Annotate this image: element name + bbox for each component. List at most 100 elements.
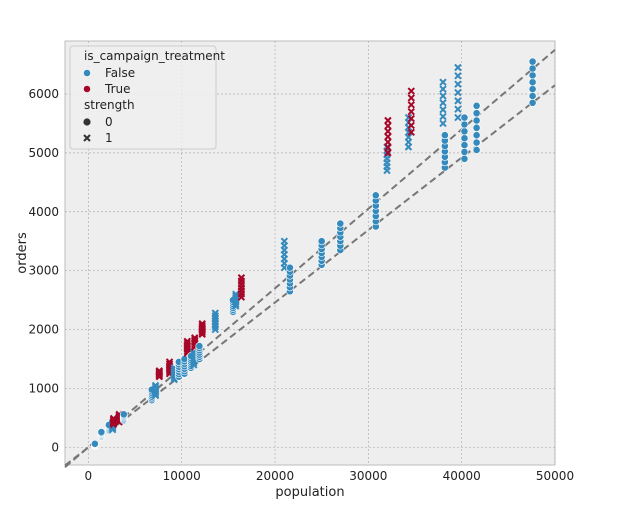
legend: is_campaign_treatment False True strengt… [69,45,225,150]
data-point-x [384,116,392,125]
data-point-x [454,80,462,88]
data-point-x [198,321,206,330]
data-point-x [407,121,415,130]
data-point-x [191,334,199,342]
data-point-x [407,101,415,109]
data-point-circle [97,428,106,436]
data-point-x [183,337,191,346]
data-point-circle [528,64,537,73]
data-point-circle [528,92,537,100]
x-tick-label: 50000 [536,469,574,483]
data-point-circle [528,71,537,80]
data-point-x [407,128,415,136]
legend-true-label: True [104,82,131,96]
reference-line [64,84,556,467]
y-axis-ticks: 0 1000 2000 3000 4000 5000 6000 [28,87,59,454]
data-point-x [439,78,447,86]
data-point-circle [371,191,380,200]
data-point-x [454,97,462,105]
data-point-x [198,319,206,328]
data-point-circle [528,98,537,107]
data-point-x [439,119,447,128]
data-point-circle [90,439,99,448]
data-point-x [155,367,163,375]
data-point-circle [336,219,345,228]
x-tick-label: 0 [85,469,93,483]
data-point-circle [180,355,189,363]
data-point-circle [460,134,469,143]
y-tick-label: 4000 [28,205,59,219]
data-point-circle [472,131,481,140]
x-tick-label: 40000 [443,469,481,483]
data-point-circle [460,141,469,149]
data-point-x [165,358,174,366]
data-point-x [407,94,415,102]
data-point-circle [119,410,128,419]
data-point-circle [472,146,481,154]
reference-lines [64,49,556,468]
data-point-x [454,105,462,113]
data-point-circle [460,127,469,136]
data-point-circle [460,154,469,163]
data-point-x [439,85,447,93]
data-point-x [191,335,199,344]
y-tick-label: 0 [51,440,59,454]
legend-hue-title: is_campaign_treatment [84,49,225,63]
data-point-x [232,292,240,300]
data-point-x [151,383,160,391]
data-point-circle [472,109,481,118]
legend-false-label: False [105,66,135,80]
data-point-circle [460,120,469,129]
y-tick-label: 1000 [28,381,59,395]
data-point-circle [460,113,469,122]
y-tick-label: 2000 [28,323,59,337]
data-point-circle [528,78,537,87]
data-point-circle [472,116,481,125]
x-axis-label: population [275,485,344,500]
data-point-circle [472,138,481,147]
data-point-x [454,88,462,97]
data-point-circle [317,237,326,246]
data-point-x [439,105,447,114]
data-points [90,57,537,451]
data-point-x [183,339,191,348]
x-axis-ticks: 0 10000 20000 30000 40000 50000 [85,469,575,483]
data-point-circle [440,131,449,140]
x-tick-label: 30000 [349,469,387,483]
data-point-x [237,274,246,282]
data-point-x [454,72,462,80]
legend-strength-0-label: 0 [105,115,113,129]
legend-strength-1-label: 1 [105,131,113,145]
data-point-x [454,63,462,72]
data-point-x [439,112,447,121]
y-tick-label: 3000 [28,264,59,278]
data-point-x [407,87,415,95]
data-point-circle [472,101,481,110]
y-tick-label: 5000 [28,146,59,160]
data-point-x [211,309,219,317]
data-point-x [151,381,160,390]
data-point-x [280,237,289,245]
legend-box [69,45,217,150]
data-point-circle [528,85,537,93]
legend-style-title: strength [84,98,135,112]
data-point-circle [286,263,294,272]
x-tick-label: 10000 [163,469,201,483]
data-point-circle [460,148,469,156]
legend-circle-marker [83,118,91,126]
data-point-circle [472,123,481,132]
data-point-x [407,107,415,116]
data-point-x [454,113,462,122]
data-point-x [439,99,447,107]
y-tick-label: 6000 [28,87,59,101]
data-point-circle [195,342,204,350]
data-point-circle [528,57,537,66]
x-tick-label: 20000 [256,469,294,483]
data-point-x [407,114,415,123]
legend-false-marker [83,69,91,77]
legend-x-marker [83,134,91,142]
gridlines [65,41,556,465]
y-axis-label: orders [15,232,30,274]
data-point-x [439,92,447,100]
